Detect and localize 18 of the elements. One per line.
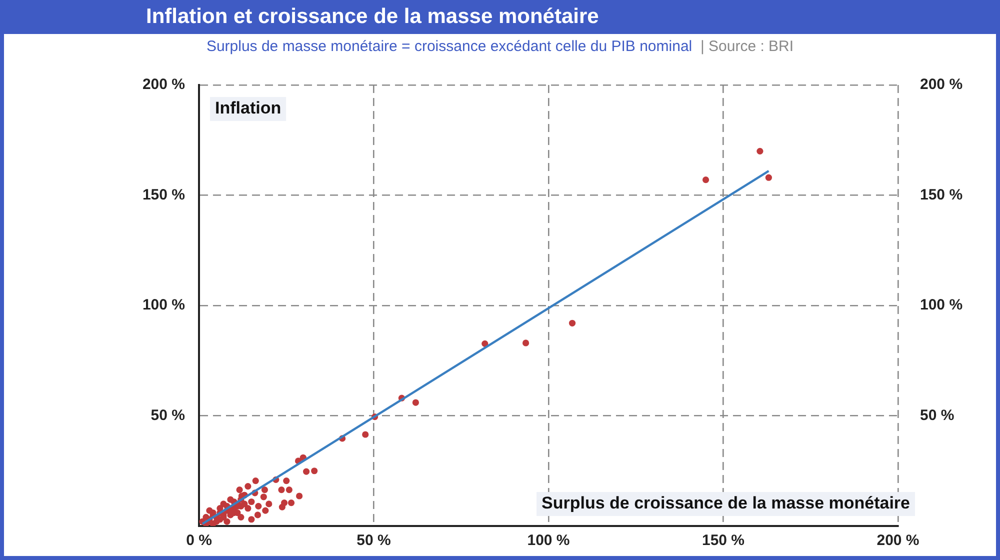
y2-tick-label: 50 % [920, 406, 954, 424]
x-tick-label: 100 % [527, 532, 570, 550]
x-tick-label: 150 % [702, 532, 745, 550]
y-tick-label: 100 % [142, 296, 185, 314]
y-axis-title: Inflation [215, 98, 282, 118]
x-tick-label: 200 % [876, 532, 920, 550]
chart-subtitle: Surplus de masse monétaire = croissance excédant celle du PIB nominal [206, 38, 692, 55]
chart-title: Inflation et croissance de la masse monétaire [146, 5, 599, 29]
y-tick-label: 200 % [142, 76, 185, 94]
y-tick-label: 50 % [150, 406, 185, 424]
y-tick-label: 150 % [142, 186, 185, 204]
text: | Source : BRI [699, 38, 794, 55]
y2-tick-label: 150 % [920, 186, 963, 204]
x-tick-label: 50 % [356, 532, 391, 550]
x-tick-label: 0 % [186, 532, 212, 550]
y2-tick-label: 200 % [920, 76, 963, 94]
x-axis-title: Surplus de croissance de la masse monétaire [542, 494, 910, 513]
y2-tick-label: 100 % [920, 296, 963, 314]
